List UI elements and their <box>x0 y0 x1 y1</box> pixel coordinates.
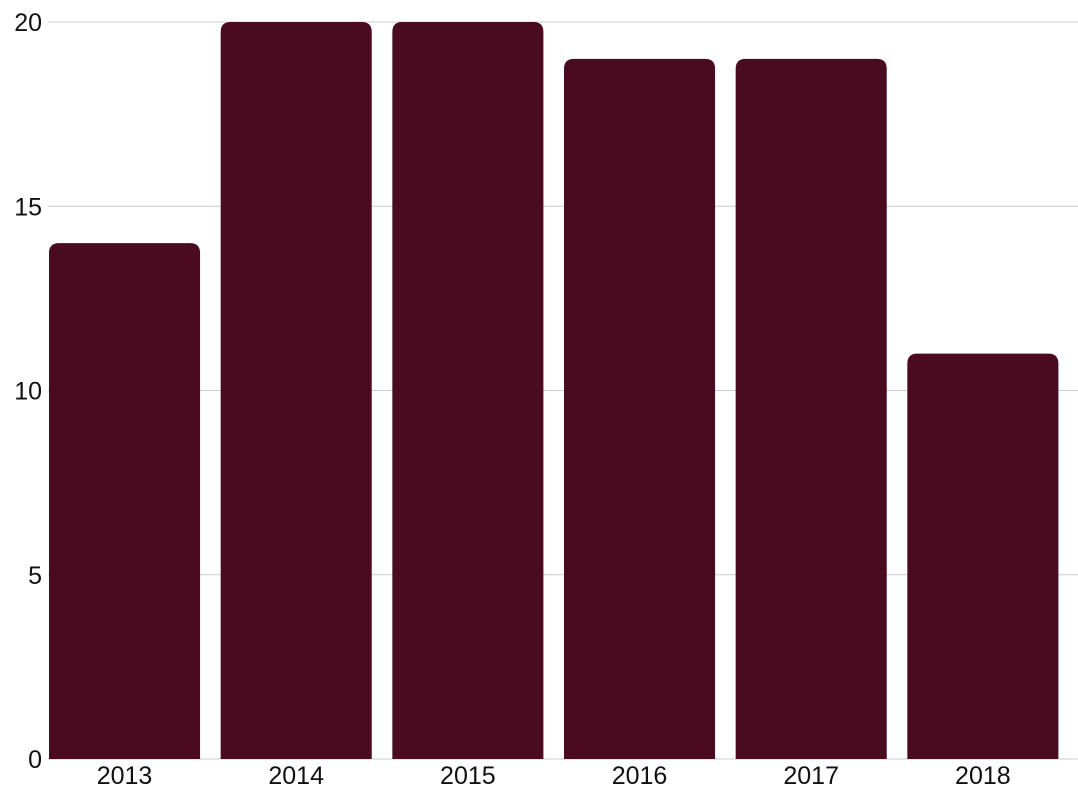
y-tick-label: 0 <box>28 746 42 774</box>
y-tick-label: 5 <box>28 562 42 590</box>
bar-2016 <box>564 58 716 760</box>
bar-2014 <box>220 22 372 759</box>
x-tick-label: 2015 <box>440 762 496 789</box>
bar-2018 <box>907 353 1059 759</box>
x-axis-tick-labels: 2013 2014 2015 2016 2017 2018 <box>97 762 1011 789</box>
x-tick-label: 2017 <box>783 762 839 789</box>
y-tick-label: 10 <box>14 378 42 406</box>
y-tick-label: 15 <box>14 193 42 221</box>
bar-2013 <box>49 243 201 760</box>
y-gridlines <box>48 21 1078 760</box>
x-tick-label: 2016 <box>612 762 668 789</box>
y-axis-tick-labels: 0 5 10 15 20 <box>14 9 42 774</box>
x-tick-label: 2018 <box>955 762 1011 789</box>
bars <box>49 22 1059 760</box>
x-tick-label: 2014 <box>268 762 324 789</box>
bar-2015 <box>392 22 544 759</box>
y-tick-label: 20 <box>14 9 42 37</box>
x-tick-label: 2013 <box>97 762 153 789</box>
bar-2017 <box>735 58 887 760</box>
